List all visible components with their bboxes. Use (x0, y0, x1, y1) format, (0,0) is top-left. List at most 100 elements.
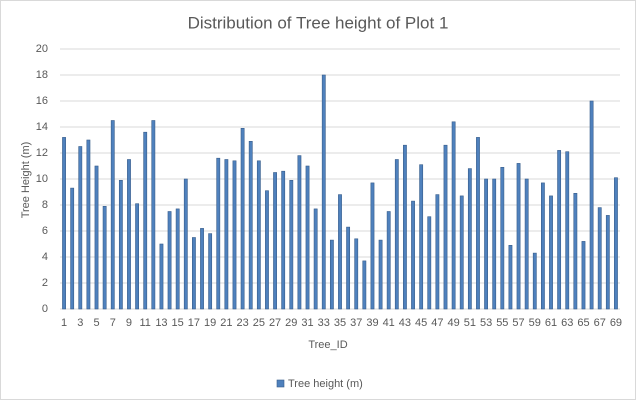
x-tick-label: 63 (561, 317, 573, 329)
bar (524, 178, 529, 310)
bar (435, 194, 440, 310)
bar (151, 120, 156, 310)
bar (183, 178, 188, 310)
x-tick-label: 27 (269, 317, 281, 329)
bar (192, 237, 196, 310)
y-tick-label: 8 (42, 199, 48, 211)
x-tick-label: 11 (140, 317, 151, 329)
bar (321, 74, 326, 310)
bar (159, 243, 164, 310)
bar (484, 178, 488, 310)
bar (265, 190, 269, 310)
bar (224, 159, 229, 310)
y-axis-label: Tree Height (m) (20, 142, 32, 219)
x-tick-label: 65 (577, 317, 589, 329)
y-tick-label: 16 (36, 95, 48, 107)
bar (143, 131, 148, 310)
bar (557, 150, 562, 310)
bar (508, 245, 513, 310)
bar (127, 159, 131, 310)
x-tick-label: 25 (253, 317, 265, 329)
x-tick-label: 37 (350, 317, 362, 329)
bar (443, 144, 448, 310)
bar (346, 226, 351, 310)
y-tick-label: 12 (36, 147, 48, 159)
bar (305, 165, 310, 310)
bar (427, 216, 432, 310)
x-tick-label: 33 (318, 317, 330, 329)
bar (500, 167, 505, 310)
bar (313, 208, 318, 310)
bar (386, 211, 391, 310)
bar (208, 233, 213, 310)
bar (549, 195, 553, 310)
bar (614, 177, 618, 310)
x-tick-label: 59 (529, 317, 541, 329)
bar (256, 160, 261, 310)
bar (86, 139, 91, 310)
bar (492, 178, 497, 310)
x-tick-label: 15 (172, 317, 184, 329)
bar (78, 146, 83, 310)
bar (411, 200, 415, 310)
x-tick-label: 7 (110, 317, 116, 329)
x-tick-label: 19 (204, 317, 216, 329)
x-tick-label: 67 (594, 317, 606, 329)
x-tick-label: 31 (301, 317, 313, 329)
bar (70, 187, 75, 310)
bar (118, 180, 123, 310)
bar (370, 182, 375, 310)
bar (281, 170, 286, 310)
x-axis-label: Tree_ID (308, 339, 347, 351)
y-tick-label: 6 (42, 225, 48, 237)
bar (362, 260, 367, 310)
bar (94, 165, 99, 310)
bar (248, 141, 253, 310)
x-tick-label: 57 (512, 317, 524, 329)
bar (419, 164, 424, 310)
bar (403, 144, 407, 310)
x-tick-label: 41 (383, 317, 395, 329)
bar (532, 252, 537, 310)
y-tick-label: 18 (36, 69, 48, 81)
x-tick-label: 17 (188, 317, 200, 329)
x-tick-label: 23 (236, 317, 248, 329)
y-tick-label: 4 (42, 251, 48, 263)
bar (476, 137, 480, 310)
x-tick-label: 1 (61, 317, 67, 329)
y-tick-label: 14 (36, 121, 48, 133)
x-tick-label: 45 (415, 317, 427, 329)
bar (338, 194, 342, 310)
x-tick-label: 69 (610, 317, 622, 329)
x-tick-label: 47 (431, 317, 443, 329)
bar (451, 121, 456, 310)
x-tick-label: 5 (93, 317, 99, 329)
chart-title: Distribution of Tree height of Plot 1 (188, 13, 449, 32)
bar (597, 207, 602, 310)
bar (516, 163, 521, 310)
bar (394, 159, 399, 310)
x-tick-label: 61 (545, 317, 557, 329)
x-tick-label: 35 (334, 317, 346, 329)
y-tick-label: 0 (42, 303, 48, 315)
bar (354, 238, 359, 310)
x-tick-label: 21 (220, 317, 232, 329)
x-tick-label: 53 (480, 317, 492, 329)
bar (110, 120, 115, 310)
bar (273, 172, 277, 310)
x-tick-label: 55 (496, 317, 508, 329)
bar (467, 168, 472, 310)
legend-swatch (276, 379, 285, 388)
bar (459, 195, 464, 310)
bar (297, 155, 302, 310)
bar (329, 239, 334, 310)
x-tick-label: 9 (126, 317, 132, 329)
x-tick-label: 43 (399, 317, 411, 329)
bar (240, 128, 245, 310)
x-tick-label: 51 (464, 317, 476, 329)
bar (102, 206, 107, 310)
bar (573, 193, 578, 310)
bar (175, 208, 180, 310)
